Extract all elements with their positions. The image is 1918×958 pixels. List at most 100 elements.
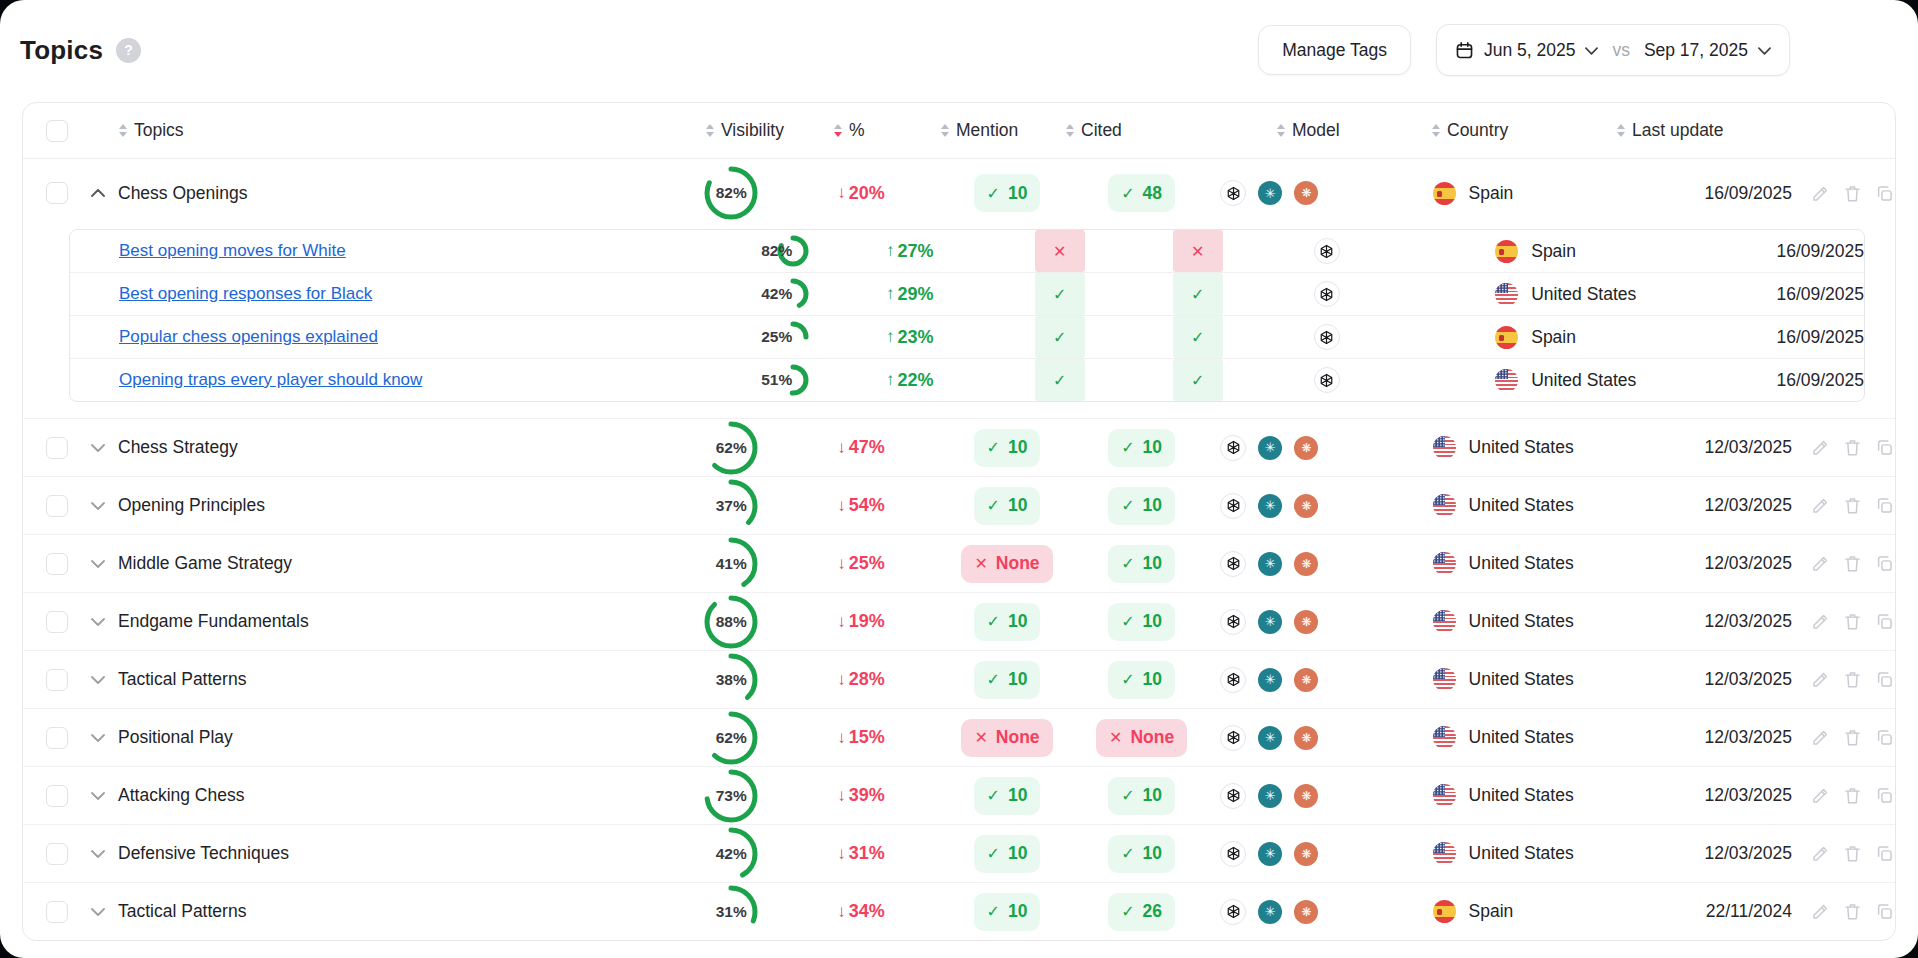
row-checkbox[interactable]	[46, 553, 68, 575]
duplicate-button[interactable]	[1874, 843, 1895, 864]
delete-button[interactable]	[1842, 843, 1863, 864]
delete-button[interactable]	[1842, 553, 1863, 574]
edit-button[interactable]	[1810, 669, 1831, 690]
duplicate-button[interactable]	[1874, 553, 1895, 574]
row-expander-button[interactable]	[86, 181, 110, 205]
mention-none-badge: ✕None	[961, 719, 1052, 757]
duplicate-button[interactable]	[1874, 785, 1895, 806]
delete-button[interactable]	[1842, 901, 1863, 922]
mention-cell: ✓10	[928, 835, 1086, 873]
perplexity-glyph: ✳	[1265, 499, 1276, 512]
visibility-value: 62%	[716, 439, 747, 457]
check-icon: ✓	[1191, 371, 1204, 390]
visibility-cell: 73%	[669, 768, 794, 824]
country-name: Spain	[1531, 241, 1576, 262]
edit-button[interactable]	[1810, 437, 1831, 458]
row-checkbox[interactable]	[46, 611, 68, 633]
row-checkbox[interactable]	[46, 785, 68, 807]
date-start[interactable]: Jun 5, 2025	[1484, 40, 1575, 61]
row-expander-button[interactable]	[86, 842, 110, 866]
row-checkbox[interactable]	[46, 437, 68, 459]
delete-button[interactable]	[1842, 183, 1863, 204]
row-expander-button[interactable]	[86, 552, 110, 576]
edit-button[interactable]	[1810, 843, 1831, 864]
claude-model-icon: ❋	[1294, 494, 1318, 518]
column-header-country[interactable]: Country	[1432, 120, 1617, 141]
badge-count: 10	[1143, 495, 1162, 516]
edit-button[interactable]	[1810, 785, 1831, 806]
duplicate-button[interactable]	[1874, 901, 1895, 922]
last-update: 12/03/2025	[1636, 437, 1792, 458]
column-header-last_update[interactable]: Last update	[1617, 120, 1895, 141]
delete-button[interactable]	[1842, 437, 1863, 458]
select-all-checkbox[interactable]	[46, 120, 68, 142]
openai-logo	[1318, 286, 1335, 303]
column-header-visibility[interactable]: Visibility	[706, 120, 834, 141]
table-row: Tactical Patterns38%↓28%✓10✓10✳❋United S…	[23, 650, 1895, 708]
row-checkbox[interactable]	[46, 727, 68, 749]
column-header-mention[interactable]: Mention	[941, 120, 1066, 141]
column-header-percent[interactable]: %	[834, 120, 941, 141]
badge-count: 10	[1143, 437, 1162, 458]
manage-tags-button[interactable]: Manage Tags	[1258, 25, 1411, 75]
table-row: Attacking Chess73%↓39%✓10✓10✳❋United Sta…	[23, 766, 1895, 824]
column-label: Last update	[1632, 120, 1723, 141]
row-expander-button[interactable]	[86, 726, 110, 750]
row-expander-button[interactable]	[86, 610, 110, 634]
row-expander-button[interactable]	[86, 900, 110, 924]
delete-button[interactable]	[1842, 785, 1863, 806]
delete-button[interactable]	[1842, 727, 1863, 748]
row-checkbox[interactable]	[46, 495, 68, 517]
row-expander-button[interactable]	[86, 494, 110, 518]
copy-icon	[1874, 669, 1895, 690]
duplicate-button[interactable]	[1874, 669, 1895, 690]
row-expander-button[interactable]	[86, 436, 110, 460]
visibility-ring: 88%	[703, 594, 759, 650]
flag-us-icon	[1433, 842, 1456, 865]
help-icon[interactable]: ?	[116, 38, 141, 63]
sort-asc-triangle	[706, 124, 714, 129]
date-range-picker[interactable]: Jun 5, 2025 vs Sep 17, 2025	[1436, 24, 1790, 76]
delete-button[interactable]	[1842, 611, 1863, 632]
edit-button[interactable]	[1810, 901, 1831, 922]
row-checkbox[interactable]	[46, 182, 68, 204]
duplicate-button[interactable]	[1874, 437, 1895, 458]
column-label: Country	[1447, 120, 1508, 141]
model-cell: ✳❋	[1197, 667, 1410, 693]
badge-count: 48	[1143, 183, 1162, 204]
edit-button[interactable]	[1810, 495, 1831, 516]
delete-button[interactable]	[1842, 495, 1863, 516]
change-percent: ↑29%	[886, 284, 934, 305]
row-expander-button[interactable]	[86, 668, 110, 692]
prompt-link[interactable]: Popular chess openings explained	[119, 327, 378, 347]
row-checkbox[interactable]	[46, 669, 68, 691]
chevron-down-icon	[91, 908, 105, 916]
edit-button[interactable]	[1810, 727, 1831, 748]
edit-button[interactable]	[1810, 611, 1831, 632]
row-checkbox[interactable]	[46, 843, 68, 865]
flag-us-icon	[1433, 494, 1456, 517]
duplicate-button[interactable]	[1874, 495, 1895, 516]
prompt-link[interactable]: Best opening responses for Black	[119, 284, 372, 304]
edit-button[interactable]	[1810, 183, 1831, 204]
duplicate-button[interactable]	[1874, 727, 1895, 748]
duplicate-button[interactable]	[1874, 183, 1895, 204]
trash-icon	[1842, 785, 1863, 806]
country-name: Spain	[1469, 183, 1514, 204]
row-actions	[1792, 669, 1895, 690]
check-badge: ✓	[1173, 316, 1223, 358]
column-header-cited[interactable]: Cited	[1066, 120, 1277, 141]
prompt-link[interactable]: Best opening moves for White	[119, 241, 346, 261]
arrow-down-icon: ↓	[837, 438, 846, 458]
prompt-link[interactable]: Opening traps every player should know	[119, 370, 422, 390]
date-end[interactable]: Sep 17, 2025	[1644, 40, 1748, 61]
duplicate-button[interactable]	[1874, 611, 1895, 632]
column-header-model[interactable]: Model	[1277, 120, 1432, 141]
column-header-topics[interactable]: Topics	[23, 120, 706, 142]
edit-button[interactable]	[1810, 553, 1831, 574]
row-checkbox[interactable]	[46, 901, 68, 923]
row-expander-button[interactable]	[86, 784, 110, 808]
delete-button[interactable]	[1842, 669, 1863, 690]
visibility-value: 73%	[716, 787, 747, 805]
badge-count: 10	[1008, 785, 1027, 806]
